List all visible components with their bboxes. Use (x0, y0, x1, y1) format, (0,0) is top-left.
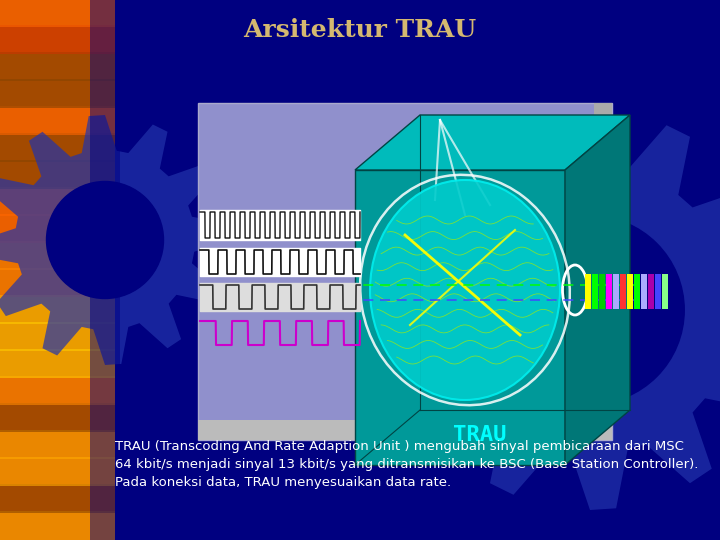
Bar (0, 0, 115, 540)
Polygon shape (390, 110, 720, 510)
Bar (0, 511, 115, 540)
Bar (0, 79, 115, 108)
Polygon shape (565, 115, 630, 465)
Bar (592, 274, 598, 309)
Bar (0, 457, 115, 486)
Bar (0, 484, 115, 513)
Bar (0, 241, 115, 270)
Polygon shape (355, 115, 630, 170)
Bar (90, 0, 120, 540)
Bar (0, 214, 115, 243)
Bar (0, 25, 115, 54)
Text: TRAU (Transcoding And Rate Adaption Unit ) mengubah sinyal pembicaraan dari MSC: TRAU (Transcoding And Rate Adaption Unit… (115, 440, 684, 453)
Bar (0, 430, 115, 459)
Text: Arsitektur TRAU: Arsitektur TRAU (243, 18, 477, 42)
Bar (0, 322, 115, 351)
Bar (655, 274, 661, 309)
Bar (0, 295, 115, 324)
Polygon shape (0, 115, 230, 365)
Bar (0, 187, 115, 216)
Bar (0, 376, 115, 405)
Bar (0, 52, 115, 81)
Bar (198, 420, 612, 440)
Circle shape (47, 181, 163, 299)
Bar (585, 274, 591, 309)
Text: Pada koneksi data, TRAU menyesuaikan data rate.: Pada koneksi data, TRAU menyesuaikan dat… (115, 476, 451, 489)
Bar (634, 274, 640, 309)
Bar (355, 170, 565, 465)
Bar (198, 103, 612, 440)
Text: 64 kbit/s menjadi sinyal 13 kbit/s yang ditransmisikan ke BSC (Base Station Cont: 64 kbit/s menjadi sinyal 13 kbit/s yang … (115, 458, 698, 471)
Bar (0, 403, 115, 432)
Text: TRAU: TRAU (454, 425, 507, 445)
Bar (594, 103, 612, 440)
Bar (0, 0, 115, 27)
Bar (599, 274, 605, 309)
Bar (648, 274, 654, 309)
Bar (0, 133, 115, 162)
Ellipse shape (370, 180, 560, 400)
Bar (627, 274, 633, 309)
Bar (0, 106, 115, 135)
Bar (0, 268, 115, 297)
Bar (641, 274, 647, 309)
Bar (613, 274, 619, 309)
Circle shape (496, 216, 684, 404)
Bar (0, 160, 115, 189)
Bar (606, 274, 612, 309)
Bar (662, 274, 668, 309)
Bar (0, 349, 115, 378)
Bar (620, 274, 626, 309)
